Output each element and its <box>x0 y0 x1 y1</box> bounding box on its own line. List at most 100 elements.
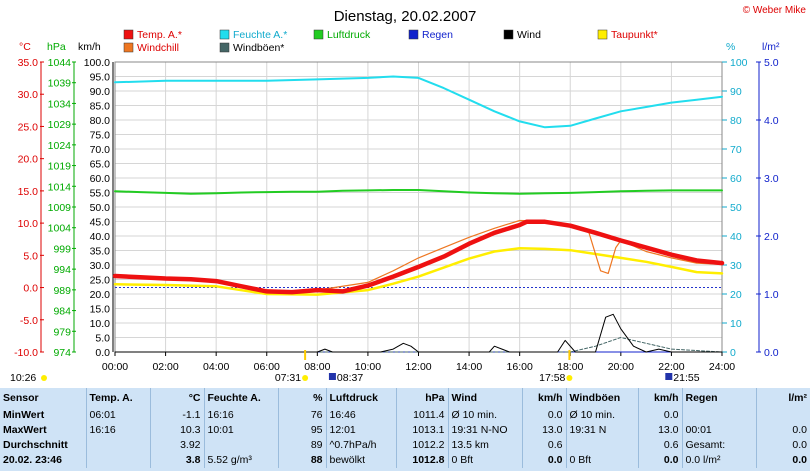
temp-tick-label: 15.0 <box>18 186 39 198</box>
time-tick-label: 22:00 <box>658 361 684 373</box>
legend-label: Temp. A.* <box>137 29 182 41</box>
stats-cell: 10.3 <box>149 423 204 438</box>
legend-swatch <box>408 29 419 40</box>
stats-cell: bewölkt <box>325 453 396 468</box>
pct-tick-label: 60 <box>730 173 742 185</box>
stats-cell <box>565 438 638 453</box>
pct-tick-label: 0 <box>730 347 736 359</box>
pct-axis-unit: % <box>726 41 735 53</box>
hpa-tick-label: 989 <box>53 285 71 297</box>
kmh-tick-label: 75.0 <box>90 130 111 142</box>
stats-header-cell: Luftdruck <box>325 388 396 408</box>
chart-title: Dienstag, 20.02.2007 <box>334 8 477 25</box>
rain-tick-label: 3.0 <box>764 173 779 185</box>
stats-row: Durchschnitt 3.92 89 ^0.7hPa/h 1012.2 13.5 km… <box>0 438 810 453</box>
temp-tick-label: 25.0 <box>18 121 39 133</box>
moonrise-time: 21:55 <box>673 372 699 384</box>
chart-series <box>112 75 725 353</box>
series-line-luftdruck <box>114 189 723 195</box>
stats-cell <box>755 408 810 423</box>
kmh-tick-label: 65.0 <box>90 159 111 171</box>
chart-axes: 35.0 30.0 25.0 20.0 15.0 10.0 5.0 0.0 -5.0 -10.0 1… <box>14 57 779 373</box>
stats-cell: 0.0 <box>755 453 810 468</box>
stats-cell: 19:31 N <box>565 423 638 438</box>
time-tick-label: 10:00 <box>355 361 381 373</box>
stats-cell: 76 <box>277 408 326 423</box>
hpa-tick-label: 1044 <box>48 57 72 69</box>
rain-tick-label: 0.0 <box>764 347 779 359</box>
stats-cell: -1.1 <box>149 408 204 423</box>
kmh-tick-label: 40.0 <box>90 231 111 243</box>
hpa-tick-label: 994 <box>53 264 71 276</box>
stats-cell: 0.0 <box>637 453 682 468</box>
stats-cell: 12:01 <box>325 423 396 438</box>
stats-cell: Ø 10 min. <box>447 408 522 423</box>
rain-axis-unit: l/m² <box>762 41 780 53</box>
time-tick-label: 04:00 <box>203 361 229 373</box>
chart-grid <box>114 61 723 353</box>
kmh-tick-label: 45.0 <box>90 217 111 229</box>
moonset-time: 10:26 <box>10 372 36 384</box>
stats-header-cell: °C <box>149 388 204 408</box>
series-line-taupunkt <box>113 246 724 296</box>
rain-tick-label: 1.0 <box>764 289 779 301</box>
stats-cell: 1013.1 <box>395 423 448 438</box>
stats-header-cell: km/h <box>521 388 566 408</box>
sunrise-marker <box>302 375 309 381</box>
kmh-tick-label: 95.0 <box>90 72 111 84</box>
series-line-feuchtea <box>114 75 723 129</box>
stats-row-label: Durchschnitt <box>3 439 68 451</box>
stats-header-cell: km/h <box>637 388 682 408</box>
kmh-tick-label: 85.0 <box>90 101 111 113</box>
temp-tick-label: 35.0 <box>18 57 39 69</box>
stats-cell: 89 <box>277 438 326 453</box>
stats-header-cell: Regen <box>681 388 756 408</box>
sunset-marker <box>566 375 573 381</box>
hpa-tick-label: 1024 <box>48 140 72 152</box>
stats-header-cell: Sensor <box>3 392 39 404</box>
pct-tick-label: 70 <box>730 144 742 156</box>
stats-header-cell: % <box>277 388 326 408</box>
kmh-tick-label: 25.0 <box>90 275 111 287</box>
kmh-tick-label: 50.0 <box>90 202 111 214</box>
stats-row: MaxWert 16:16 10.3 10:01 95 12:01 1013.1 19:31 … <box>0 423 810 438</box>
legend-label: Luftdruck <box>327 29 371 41</box>
chart-legend: Temp. A.* Feuchte A.* Luftdruck Regen Wind Ta… <box>123 29 658 54</box>
moon-marker <box>41 375 47 381</box>
stats-panel: Sensor Temp. A. °C Feuchte A.% Luftdruck hPa W… <box>0 388 810 471</box>
stats-cell: 16:46 <box>325 408 396 423</box>
pct-tick-label: 90 <box>730 86 742 98</box>
legend-label: Windchill <box>137 42 179 54</box>
temp-tick-label: 20.0 <box>18 154 39 166</box>
legend-label: Wind <box>517 29 541 41</box>
kmh-tick-label: 55.0 <box>90 188 111 200</box>
legend-swatch <box>597 29 608 40</box>
stats-header-cell: Windböen <box>565 388 638 408</box>
legend-swatch <box>219 29 230 40</box>
stats-cell: 1011.4 <box>395 408 448 423</box>
hpa-tick-label: 999 <box>53 243 71 255</box>
legend-swatch <box>313 29 324 40</box>
hpa-tick-label: 1014 <box>48 181 72 193</box>
stats-cell <box>85 453 150 468</box>
kmh-tick-label: 80.0 <box>90 115 111 127</box>
time-tick-label: 08:00 <box>304 361 330 373</box>
stats-cell: 06:01 <box>85 408 150 423</box>
stats-cell: 19:31 N-NO <box>447 423 522 438</box>
rain-tick-label: 5.0 <box>764 57 779 69</box>
kmh-tick-label: 90.0 <box>90 86 111 98</box>
stats-cell: Gesamt: <box>681 438 756 453</box>
kmh-tick-label: 10.0 <box>90 318 111 330</box>
moonrise-marker <box>665 373 673 380</box>
hpa-tick-label: 1004 <box>48 223 72 235</box>
kmh-tick-label: 30.0 <box>90 260 111 272</box>
pct-tick-label: 40 <box>730 231 742 243</box>
stats-cell: 13.0 <box>637 423 682 438</box>
stats-cell: ^0.7hPa/h <box>325 438 396 453</box>
stats-cell <box>203 438 278 453</box>
stats-row-label: 20.02. 23:46 <box>3 454 62 466</box>
legend-label: Taupunkt* <box>611 29 658 41</box>
kmh-axis-unit: km/h <box>78 41 101 53</box>
dawn-marker <box>328 373 336 380</box>
stats-row-label: MaxWert <box>3 424 47 436</box>
